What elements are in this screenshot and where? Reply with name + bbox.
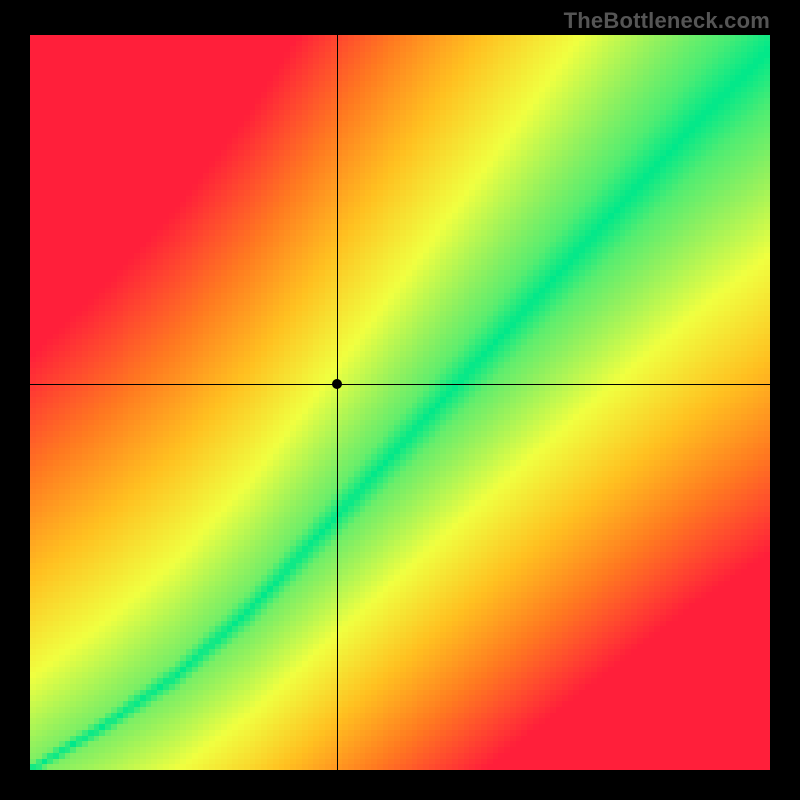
crosshair-horizontal xyxy=(30,384,770,385)
watermark-text: TheBottleneck.com xyxy=(564,8,770,34)
crosshair-vertical xyxy=(337,35,338,770)
figure-container: TheBottleneck.com xyxy=(0,0,800,800)
bottleneck-heatmap xyxy=(30,35,770,770)
crosshair-marker xyxy=(332,379,342,389)
